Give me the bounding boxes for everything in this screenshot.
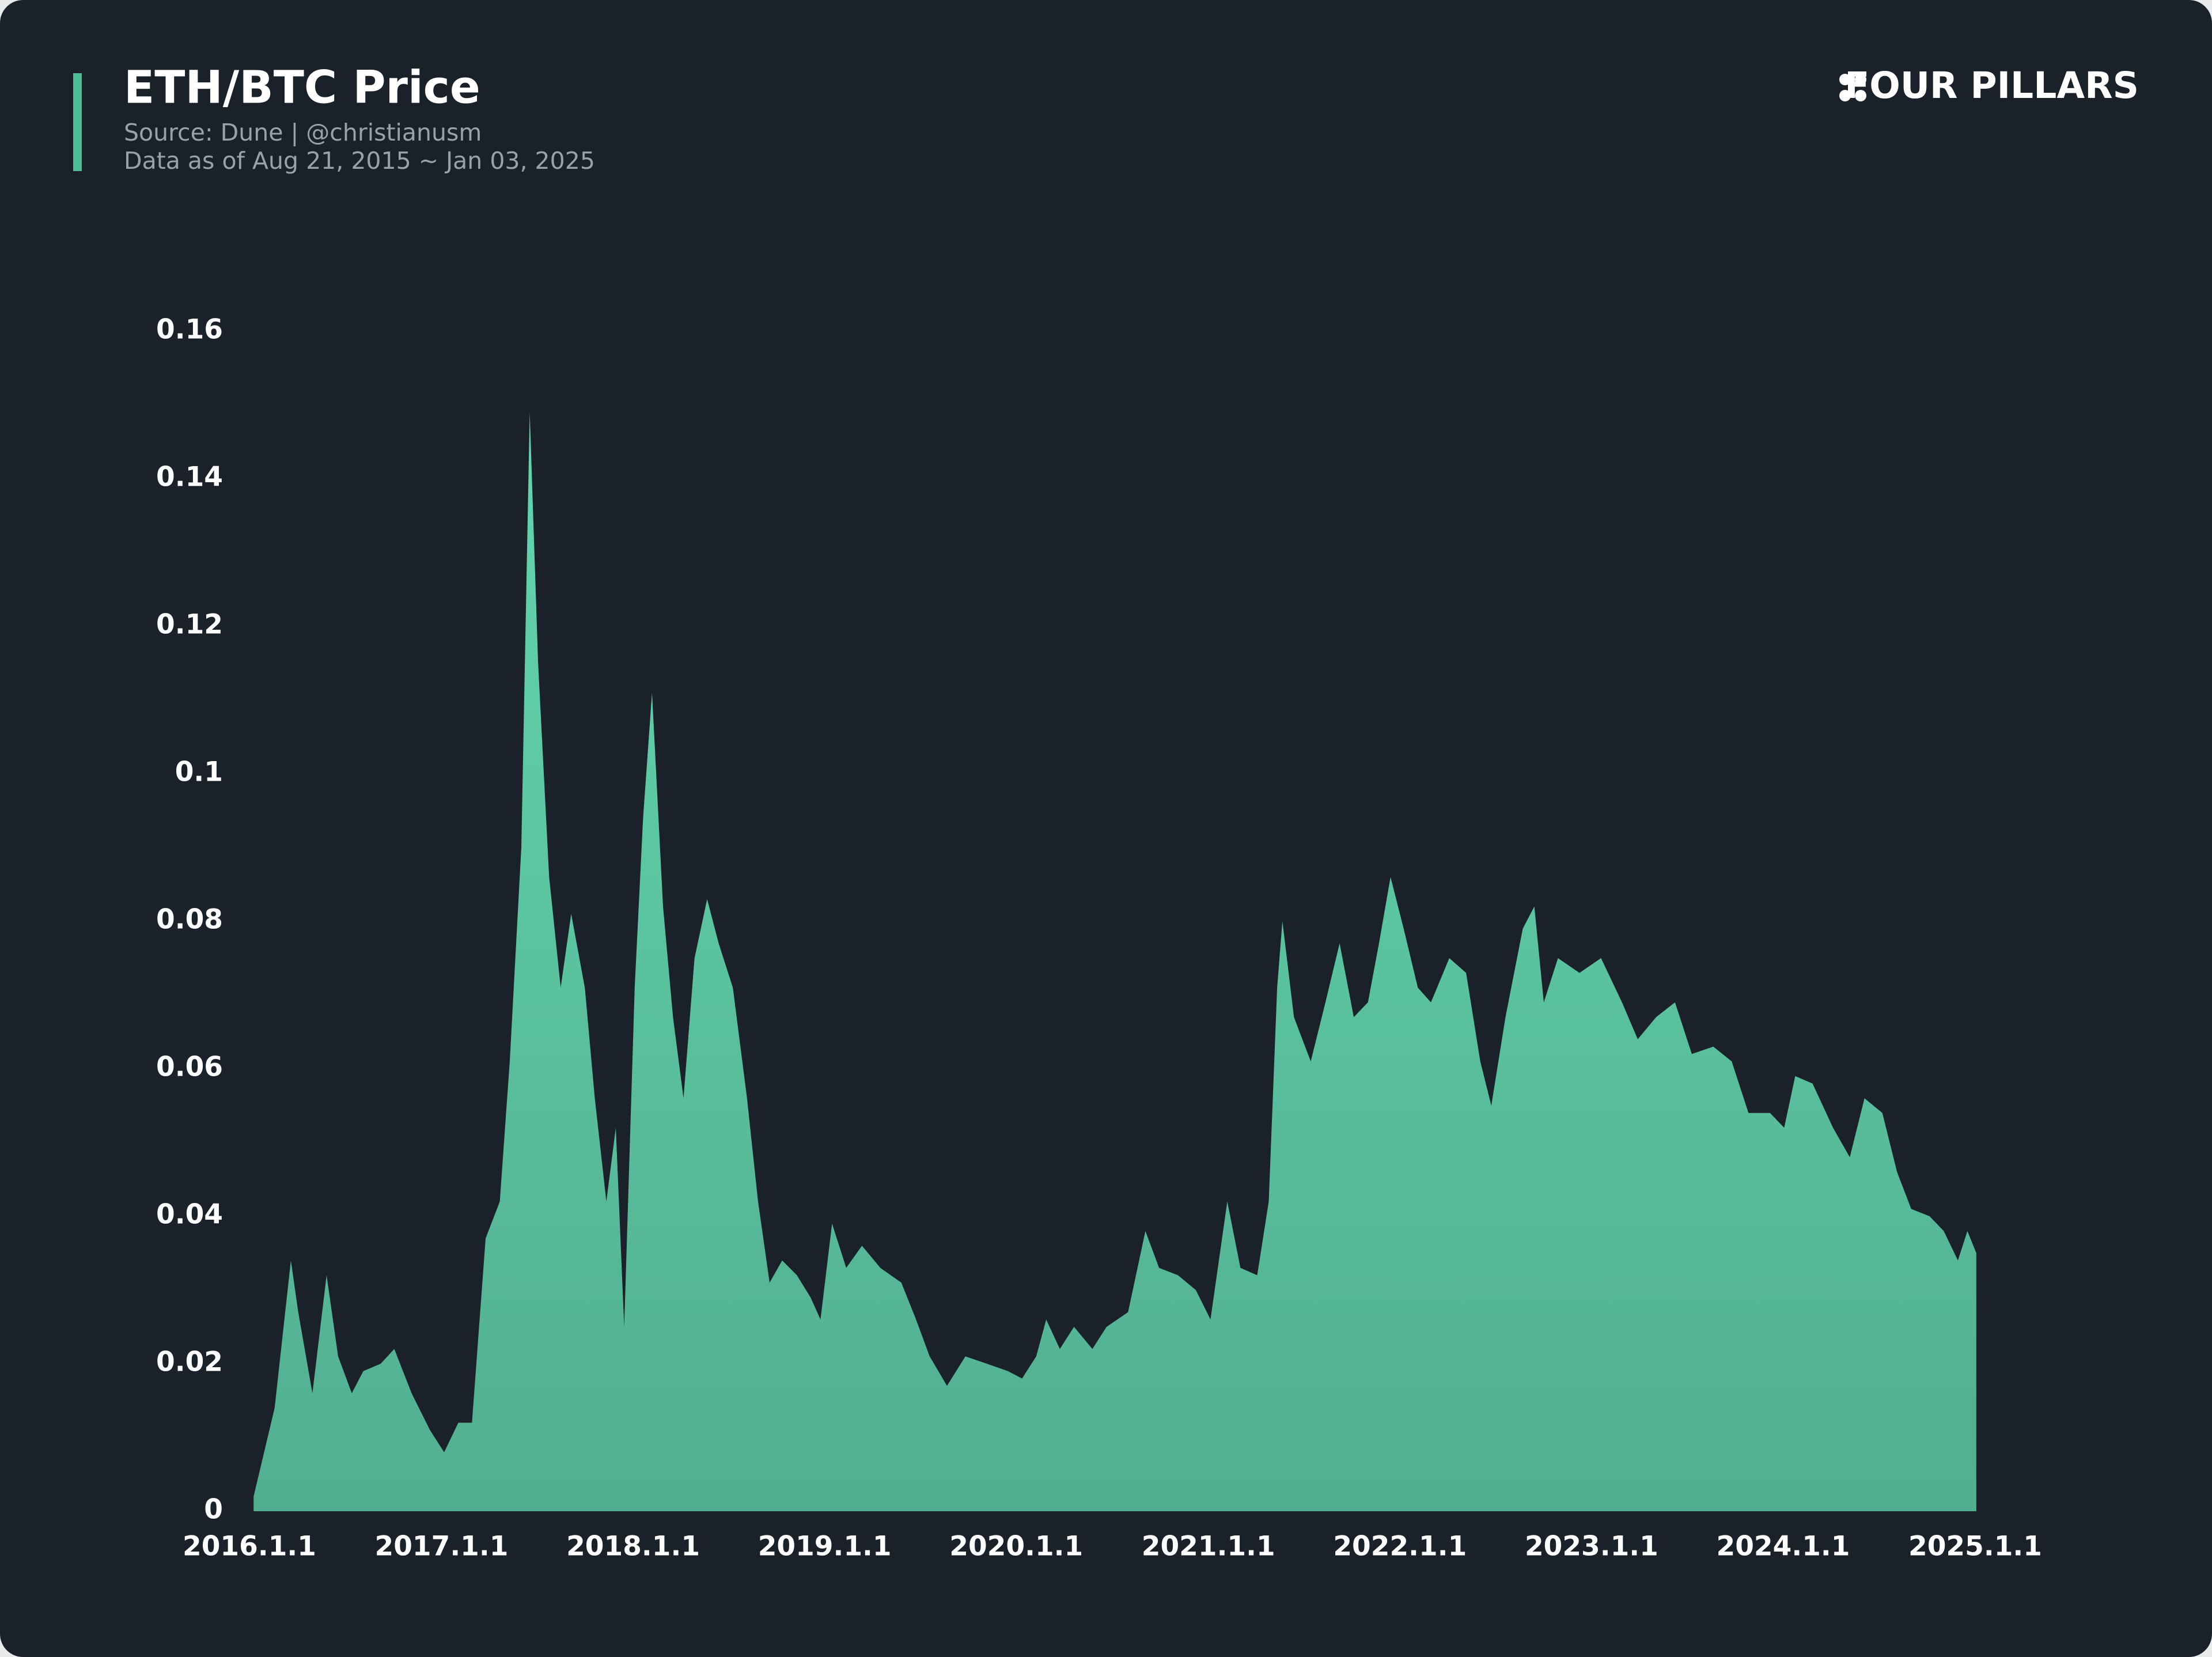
y-tick-label: 0.06 (156, 1051, 223, 1083)
y-tick-label: 0.14 (156, 461, 223, 493)
area (253, 412, 1976, 1511)
x-tick-label: 2021.1.1 (1142, 1531, 1275, 1563)
x-tick-label: 2018.1.1 (566, 1531, 700, 1563)
x-tick-label: 2019.1.1 (758, 1531, 892, 1563)
y-tick-label: 0.02 (156, 1346, 223, 1378)
y-tick-label: 0.04 (156, 1199, 223, 1231)
x-tick-label: 2025.1.1 (1908, 1531, 2042, 1563)
y-tick-label: 0.08 (156, 904, 223, 936)
chart-title: ETH/BTC Price (124, 62, 480, 114)
x-tick-label: 2016.1.1 (183, 1531, 316, 1563)
y-tick-label: 0.16 (156, 314, 223, 346)
y-tick-label: 0.12 (156, 609, 223, 641)
x-tick-label: 2024.1.1 (1717, 1531, 1850, 1563)
accent-bar (73, 73, 82, 171)
subtitle: Data as of Aug 21, 2015 ~ Jan 03, 2025 (124, 147, 595, 175)
x-tick-label: 2023.1.1 (1525, 1531, 1658, 1563)
x-tick-label: 2022.1.1 (1333, 1531, 1467, 1563)
y-tick-label: 0 (204, 1494, 223, 1526)
y-tick-label: 0.1 (175, 756, 223, 788)
brand: FOUR PILLARS (1844, 65, 2139, 107)
brand-icon (1839, 74, 1866, 101)
subtitle: Source: Dune | @christianusm (124, 119, 482, 146)
x-tick-label: 2017.1.1 (375, 1531, 509, 1563)
x-tick-label: 2020.1.1 (949, 1531, 1083, 1563)
